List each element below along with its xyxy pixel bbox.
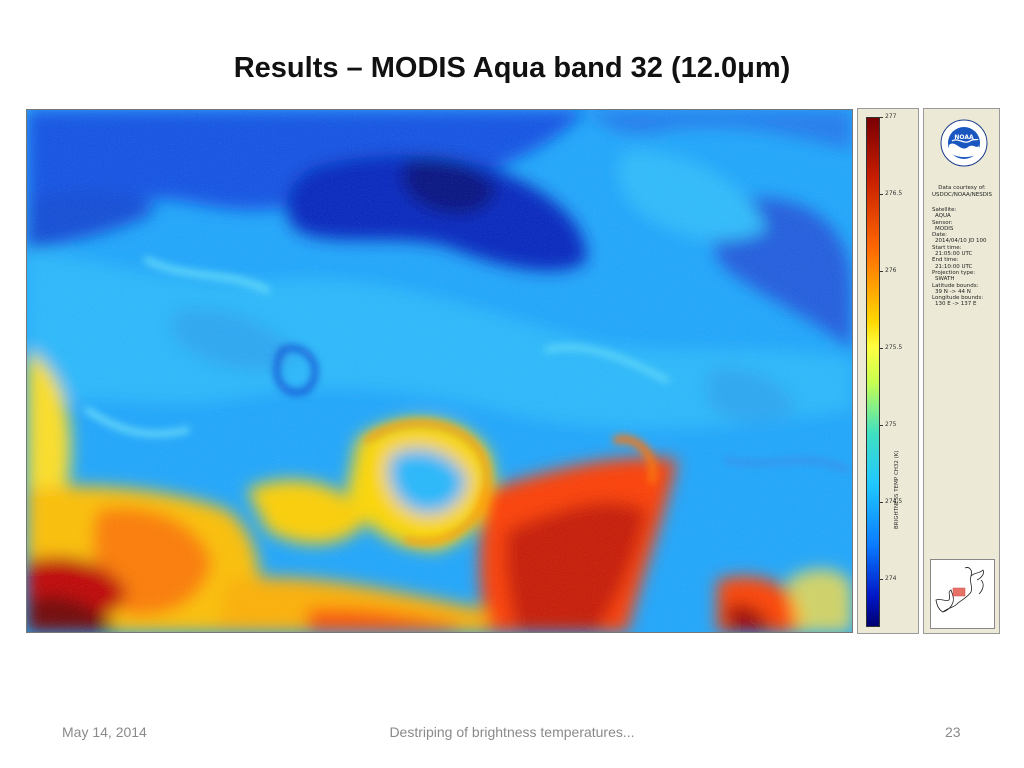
end-time-value: 21:10:00 UTC [935, 263, 973, 270]
longitude-label: Longitude bounds: [932, 295, 984, 302]
latitude-label: Latitude bounds: [932, 282, 979, 289]
satellite-label: Satellite: [932, 207, 957, 213]
colorbar-tick-label: 276 [885, 267, 897, 274]
footer-date: May 14, 2014 [62, 724, 147, 740]
courtesy-line: Data courtesy of: [938, 185, 986, 191]
start-time-value: 21:05:00 UTC [935, 251, 973, 258]
end-time-label: End time: [932, 257, 959, 264]
data-courtesy: Data courtesy of: USDOC/NOAA/NESDIS [928, 185, 996, 199]
footer-title: Destriping of brightness temperatures... [389, 724, 635, 740]
colorbar-tick [879, 502, 883, 503]
logo-text: NOAA [954, 134, 974, 141]
colorbar-tick-label: 277 [885, 113, 897, 120]
page-number: 23 [945, 724, 961, 740]
colorbar-tick [879, 579, 883, 580]
colorbar-tick-label: 274 [885, 575, 897, 582]
colorbar-tick [879, 348, 883, 349]
locator-map [930, 559, 995, 629]
colorbar-tick [879, 194, 883, 195]
start-time-label: Start time: [932, 244, 962, 251]
metadata-list: Satellite: AQUA Sensor: MODIS Date: 2014… [932, 207, 998, 308]
latitude-value: 39 N -> 44 N [935, 288, 971, 295]
projection-label: Projection type: [932, 269, 976, 276]
colorbar-tick-label: 276.5 [885, 190, 903, 197]
date-value: 2014/04/10 JD 100 [935, 238, 987, 245]
sensor-value: MODIS [935, 225, 954, 232]
brightness-temperature-image [26, 109, 853, 633]
metadata-panel: NOAA Data courtesy of: USDOC/NOAA/NESDIS… [923, 108, 1000, 634]
colorbar-tick [879, 271, 883, 272]
courtesy-source: USDOC/NOAA/NESDIS [931, 192, 993, 198]
longitude-value: 130 E -> 137 E [935, 301, 977, 308]
projection-value: SWATH [935, 276, 955, 283]
colorbar-tick [879, 425, 883, 426]
colorbar-tick-label: 275.5 [885, 344, 903, 351]
colorbar-tick [879, 117, 883, 118]
sensor-label: Sensor: [932, 219, 953, 226]
colorbar-gradient [866, 117, 880, 627]
colorbar-tick-label: 275 [885, 421, 897, 428]
colorbar-tick-label: 274.5 [885, 498, 903, 505]
noaa-logo: NOAA [940, 119, 988, 167]
slide-title: Results – MODIS Aqua band 32 (12.0μm) [233, 52, 791, 84]
date-label: Date: [932, 232, 947, 239]
colorbar-title: BRIGHTNESS TEMP CH32 (K) [894, 450, 900, 529]
satellite-value: AQUA [935, 213, 951, 220]
colorbar-panel: 277 276.5 276 275.5 275 274.5 274 BRIGHT… [857, 108, 919, 634]
